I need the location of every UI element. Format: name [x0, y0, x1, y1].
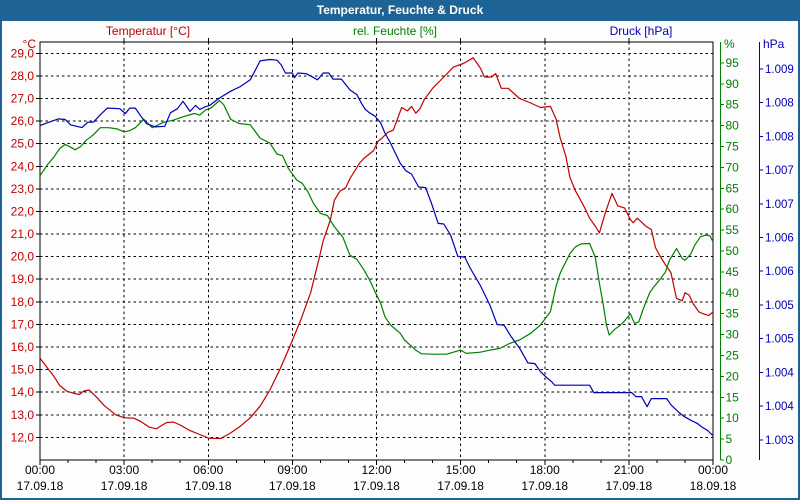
axis-tick-label: 21,0 — [11, 227, 35, 241]
axis-tick-label: 24,0 — [11, 159, 35, 173]
axis-tick-label: 15,0 — [11, 363, 35, 377]
axis-tick-label: 70 — [726, 160, 740, 174]
axis-tick-label: 85 — [726, 98, 740, 112]
series-line-right_hpa — [39, 58, 714, 437]
axis-tick-label: 1.008 — [765, 98, 794, 110]
window-title: Temperatur, Feuchte & Druck — [316, 3, 484, 17]
axis-tick-label: 18,0 — [11, 295, 35, 309]
x-date-label: 17.09.18 — [353, 479, 400, 493]
axis-tick-label: 35 — [726, 307, 740, 321]
axis-tick-label: 75 — [726, 140, 740, 154]
right-axis-unit-hpa: hPa — [763, 37, 785, 51]
axis-tick-label: 27,0 — [11, 91, 35, 105]
axis-tick-label: 55 — [726, 223, 740, 237]
axis-tick-label: 1.007 — [765, 165, 794, 177]
axis-tick-label: 1.004 — [765, 401, 794, 413]
series-line-left_celsius — [39, 57, 714, 440]
axis-tick-label: 1.006 — [765, 233, 794, 245]
x-date-label: 17.09.18 — [521, 479, 568, 493]
axis-tick-label: 29,0 — [11, 46, 35, 60]
x-date-label: 17.09.18 — [101, 479, 148, 493]
axis-tick-label: 1.009 — [765, 64, 794, 76]
axis-tick-label: 22,0 — [11, 204, 35, 218]
axis-tick-label: 65 — [726, 181, 740, 195]
axis-tick-label: 10 — [726, 411, 740, 425]
axis-tick-label: 25,0 — [11, 137, 35, 151]
axis-tick-label: 28,0 — [11, 69, 35, 83]
axis-tick-label: 45 — [726, 265, 740, 279]
x-time-label: 15:00 — [446, 463, 476, 477]
plot-border — [39, 41, 714, 461]
axis-tick-label: 12,0 — [11, 430, 35, 444]
axis-tick-label: 14,0 — [11, 385, 35, 399]
axis-tick-label: 1.003 — [765, 435, 794, 447]
axis-tick-label: 5 — [726, 432, 733, 446]
axis-tick-label: 0 — [726, 453, 733, 467]
axis-tick-label: 16,0 — [11, 340, 35, 354]
x-time-label: 00:00 — [25, 463, 55, 477]
x-time-label: 21:00 — [614, 463, 644, 477]
axis-tick-label: 1.007 — [765, 199, 794, 211]
x-date-label: 17.09.18 — [606, 479, 653, 493]
axis-tick-label: 1.005 — [765, 334, 794, 346]
axis-tick-label: 17,0 — [11, 317, 35, 331]
x-time-label: 18:00 — [530, 463, 560, 477]
axis-tick-label: 15 — [726, 390, 740, 404]
axis-tick-label: 13,0 — [11, 408, 35, 422]
legend-temperature: Temperatur [°C] — [105, 24, 191, 38]
axis-tick-label: 26,0 — [11, 114, 35, 128]
axis-tick-label: 30 — [726, 328, 740, 342]
axis-tick-label: 80 — [726, 119, 740, 133]
x-date-label: 17.09.18 — [17, 479, 64, 493]
right-axis-unit-percent: % — [724, 37, 735, 51]
axis-tick-label: 95 — [726, 56, 740, 70]
x-date-label: 17.09.18 — [437, 479, 484, 493]
x-time-label: 03:00 — [109, 463, 139, 477]
axis-tick-label: 23,0 — [11, 182, 35, 196]
x-date-label: 17.09.18 — [185, 479, 232, 493]
axis-tick-label: 19,0 — [11, 272, 35, 286]
series-line-right_percent — [39, 99, 714, 355]
title-bar: Temperatur, Feuchte & Druck — [0, 0, 800, 21]
legend-humidity: rel. Feuchte [%] — [352, 24, 438, 38]
x-date-label: 18.09.18 — [690, 479, 737, 493]
axis-tick-label: 50 — [726, 244, 740, 258]
x-time-label: 00:00 — [698, 463, 728, 477]
axis-tick-label: 60 — [726, 202, 740, 216]
legend-pressure: Druck [hPa] — [609, 24, 673, 38]
x-date-label: 17.09.18 — [269, 479, 316, 493]
axis-tick-label: 1.006 — [765, 266, 794, 278]
x-time-label: 06:00 — [193, 463, 223, 477]
axis-tick-label: 1.004 — [765, 367, 794, 379]
x-time-label: 09:00 — [277, 463, 307, 477]
axis-tick-label: 40 — [726, 286, 740, 300]
axis-tick-label: 1.008 — [765, 131, 794, 143]
axis-tick-label: 20,0 — [11, 250, 35, 264]
axis-tick-label: 1.005 — [765, 300, 794, 312]
axis-tick-label: 25 — [726, 349, 740, 363]
axis-tick-label: 90 — [726, 77, 740, 91]
axis-tick-label: 20 — [726, 369, 740, 383]
left-axis-unit-celsius: °C — [22, 37, 36, 51]
x-time-label: 12:00 — [361, 463, 391, 477]
